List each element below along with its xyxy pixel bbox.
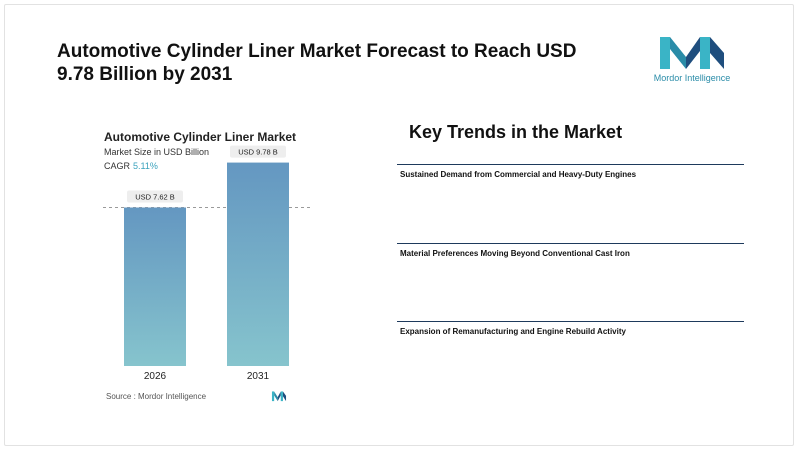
x-tick-label-2026: 2026 xyxy=(144,371,167,382)
trend-item-3: Expansion of Remanufacturing and Engine … xyxy=(400,327,626,336)
bar-2031 xyxy=(227,162,289,366)
source-note: Source : Mordor Intelligence xyxy=(106,392,207,401)
cagr-value: 5.11% xyxy=(133,161,158,171)
brand-name: Mordor Intelligence xyxy=(653,73,731,83)
cagr-info: CAGR 5.11% xyxy=(104,161,158,171)
trend-item-2: Material Preferences Moving Beyond Conve… xyxy=(400,249,630,258)
cagr-label: CAGR xyxy=(104,161,131,171)
key-trends-title: Key Trends in the Market xyxy=(409,122,623,142)
trend-divider xyxy=(397,164,744,165)
data-label-2026: USD 7.62 B xyxy=(135,193,175,202)
chart-title: Automotive Cylinder Liner Market xyxy=(104,130,297,144)
data-label-bg-2031 xyxy=(230,145,286,158)
x-tick-label-2031: 2031 xyxy=(247,371,270,382)
mordor-intelligence-logo-icon xyxy=(660,37,724,69)
data-label-2031: USD 9.78 B xyxy=(238,148,278,157)
mordor-mini-logo-icon xyxy=(271,391,287,402)
trend-divider xyxy=(397,321,744,322)
trend-divider xyxy=(397,243,744,244)
bar-2026 xyxy=(124,207,186,366)
chart-subtitle: Market Size in USD Billion xyxy=(104,147,210,157)
page-title: Automotive Cylinder Liner Market Forecas… xyxy=(57,41,577,85)
data-label-bg-2026 xyxy=(127,190,183,203)
trend-item-1: Sustained Demand from Commercial and Hea… xyxy=(400,170,637,179)
